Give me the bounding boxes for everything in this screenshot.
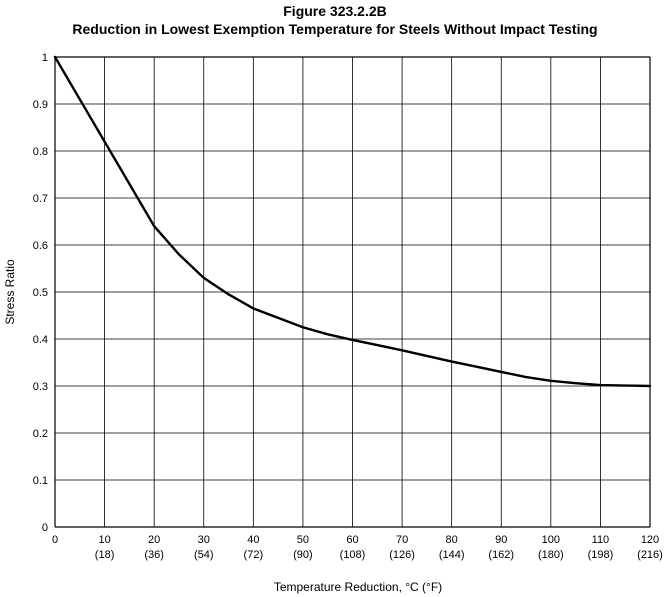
figure-title: Reduction in Lowest Exemption Temperatur… xyxy=(72,21,598,37)
y-tick-label: 1 xyxy=(42,52,48,64)
y-tick-label: 0 xyxy=(42,522,48,534)
y-tick-label: 0.8 xyxy=(33,146,48,158)
x-tick-label: 120 xyxy=(641,534,659,546)
x-tick-sublabel: (180) xyxy=(538,549,564,561)
figure-header: Figure 323.2.2B Reduction in Lowest Exem… xyxy=(0,2,670,38)
y-tick-label: 0.4 xyxy=(33,334,48,346)
x-tick-sublabel: (72) xyxy=(244,549,264,561)
x-tick-sublabel: (36) xyxy=(144,549,164,561)
x-tick-label: 60 xyxy=(346,534,358,546)
y-tick-label: 0.2 xyxy=(33,428,48,440)
x-tick-label: 20 xyxy=(148,534,160,546)
y-tick-label: 0.7 xyxy=(33,193,48,205)
x-tick-label: 70 xyxy=(396,534,408,546)
x-tick-label: 0 xyxy=(52,534,58,546)
x-tick-sublabel: (198) xyxy=(588,549,614,561)
grid xyxy=(54,56,651,528)
x-tick-sublabel: (126) xyxy=(389,549,415,561)
y-tick-label: 0.1 xyxy=(33,475,48,487)
y-axis-label: Stress Ratio xyxy=(3,259,17,325)
x-tick-sublabel: (54) xyxy=(194,549,214,561)
y-tick-label: 0.3 xyxy=(33,381,48,393)
x-axis-label: Temperature Reduction, °C (°F) xyxy=(274,580,442,594)
y-tick-label: 0.6 xyxy=(33,240,48,252)
series xyxy=(53,55,652,388)
tick-labels: 0 10(18)20(36)30(54)40(72)50(90)60(108)70… xyxy=(33,52,663,561)
x-tick-sublabel: (162) xyxy=(488,549,514,561)
y-tick-label: 0.5 xyxy=(33,287,48,299)
x-tick-sublabel: (18) xyxy=(95,549,115,561)
figure-number: Figure 323.2.2B xyxy=(283,3,387,19)
x-tick-label: 80 xyxy=(446,534,458,546)
x-tick-label: 40 xyxy=(247,534,259,546)
x-tick-label: 100 xyxy=(542,534,560,546)
x-tick-label: 110 xyxy=(592,534,610,546)
x-tick-label: 50 xyxy=(297,534,309,546)
x-tick-label: 90 xyxy=(495,534,507,546)
x-tick-label: 10 xyxy=(98,534,110,546)
x-tick-sublabel: (90) xyxy=(293,549,313,561)
y-tick-label: 0.9 xyxy=(33,99,48,111)
stress-ratio-curve xyxy=(53,55,652,388)
x-tick-sublabel: (144) xyxy=(439,549,465,561)
x-tick-sublabel: (108) xyxy=(340,549,366,561)
x-tick-label: 30 xyxy=(198,534,210,546)
x-tick-sublabel: (216) xyxy=(637,549,663,561)
